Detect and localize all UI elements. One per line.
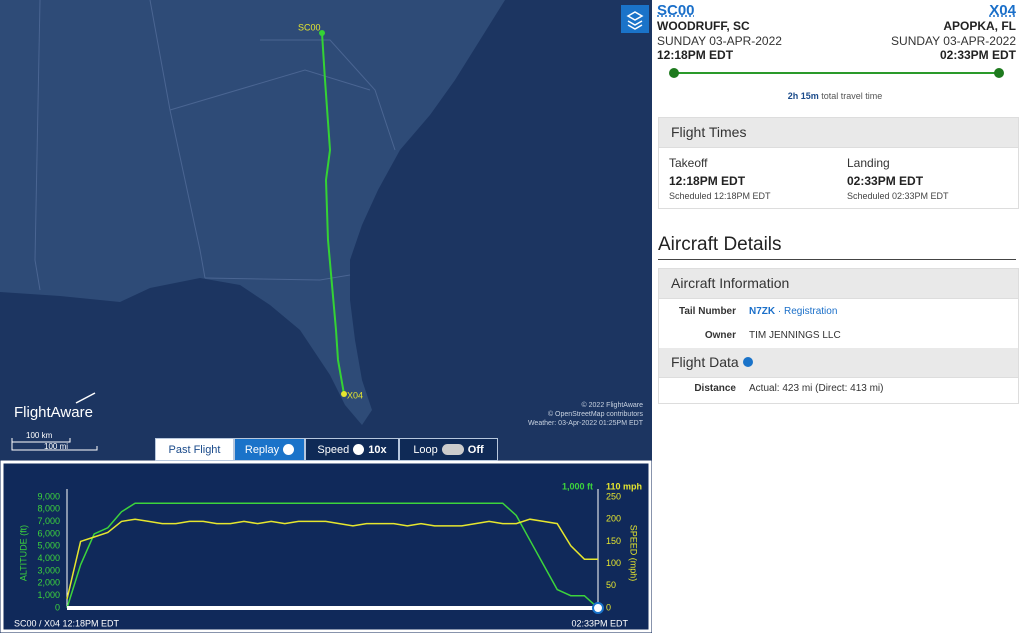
distance-label: Distance xyxy=(694,383,736,394)
takeoff-label: Takeoff xyxy=(669,156,708,170)
origin-city: WOODRUFF, SC xyxy=(657,19,750,33)
gear-icon[interactable] xyxy=(742,357,753,367)
registration-link[interactable]: Registration xyxy=(784,306,838,317)
scale-km: 100 km xyxy=(26,431,53,440)
origin-date: SUNDAY 03-APR-2022 xyxy=(657,34,782,48)
y2-tick-label: 50 xyxy=(606,580,616,590)
label: Speed xyxy=(317,443,350,456)
dest-code[interactable]: X04 xyxy=(989,2,1016,19)
y2-tick-label: 200 xyxy=(606,514,621,524)
timeline-handle xyxy=(592,602,604,614)
y-tick-label: 4,000 xyxy=(37,553,60,563)
y-tick-label: 2,000 xyxy=(37,578,60,588)
y-tick-label: 8,000 xyxy=(37,504,60,514)
label: Replay xyxy=(244,443,280,456)
duration-note: total travel time xyxy=(821,91,883,101)
scale-mi: 100 mi xyxy=(44,442,68,451)
flight-route xyxy=(321,32,345,395)
footer-right: 02:33PM EDT xyxy=(571,618,628,628)
map-and-chart: SC00 X04 FlightAware 100 km 100 mi © 202… xyxy=(0,0,652,633)
altitude-readout: 1,000 ft xyxy=(562,481,593,491)
origin-time: 12:18PM EDT xyxy=(657,48,734,62)
chart-panel xyxy=(0,460,652,633)
land xyxy=(0,0,505,425)
value: 10x xyxy=(368,443,387,456)
label: Loop xyxy=(413,443,438,456)
chart-border xyxy=(0,460,652,633)
dest-time: 02:33PM EDT xyxy=(939,48,1016,62)
y-tick-label: 3,000 xyxy=(37,565,60,575)
owner-value: TIM JENNINGS LLC xyxy=(749,330,841,341)
y-tick-label: 6,000 xyxy=(37,528,60,538)
y2-tick-label: 0 xyxy=(606,602,611,612)
y-tick-label: 7,000 xyxy=(37,516,60,526)
takeoff-scheduled: Scheduled 12:18PM EDT xyxy=(669,191,771,201)
rule xyxy=(658,259,1016,260)
distance-value: Actual: 423 mi (Direct: 413 mi) xyxy=(749,383,884,394)
y2-axis-title: SPEED (mph) xyxy=(629,525,639,582)
y2-tick-label: 250 xyxy=(606,491,621,501)
logo: FlightAware xyxy=(14,404,93,421)
attribution: Weather: 03-Apr-2022 01:25PM EDT xyxy=(528,420,644,427)
landing-time: 02:33PM EDT xyxy=(847,174,924,188)
altitude-line xyxy=(66,502,599,609)
dest-city: APOPKA, FL xyxy=(943,19,1016,33)
replay-button[interactable]: Replay xyxy=(234,438,305,461)
attribution: © OpenStreetMap contributors xyxy=(548,410,644,418)
scale-bar xyxy=(11,438,98,451)
icon xyxy=(353,444,365,455)
duration-value: 2h 15m xyxy=(787,91,819,101)
box-title: Flight Data xyxy=(659,348,1018,378)
progress-start xyxy=(669,68,679,78)
section-title: Aircraft Details xyxy=(658,234,782,255)
attribution: © 2022 FlightAware xyxy=(582,401,644,409)
y2-tick-label: 150 xyxy=(606,536,621,546)
origin-marker xyxy=(319,30,325,36)
progress-end xyxy=(994,68,1004,78)
origin-code[interactable]: SC00 xyxy=(657,2,695,19)
progress-line xyxy=(674,72,998,74)
origin-label: SC00 xyxy=(298,22,321,32)
borders xyxy=(34,0,396,291)
landing-scheduled: Scheduled 02:33PM EDT xyxy=(847,191,949,201)
loop-toggle[interactable]: Loop Off xyxy=(399,438,498,461)
y-axis-title: ALTITUDE (ft) xyxy=(18,525,28,581)
speed-button[interactable]: Speed 10x xyxy=(305,438,399,461)
box-title: Flight Times xyxy=(659,118,1018,148)
y2-tick-label: 100 xyxy=(606,558,621,568)
flight-times-box: Flight Times Takeoff 12:18PM EDT Schedul… xyxy=(658,117,1019,209)
landing-label: Landing xyxy=(847,156,890,170)
tail-number[interactable]: N7ZK xyxy=(749,306,776,317)
takeoff-time: 12:18PM EDT xyxy=(669,174,746,188)
data-title: Flight Data xyxy=(671,354,739,370)
logo-plane xyxy=(75,392,96,404)
icon xyxy=(283,444,295,455)
tail-label: Tail Number xyxy=(678,306,736,317)
duration: 2h 15m total travel time xyxy=(655,91,1015,101)
y-tick-label: 0 xyxy=(55,602,60,612)
y-tick-label: 1,000 xyxy=(37,590,60,600)
aircraft-box: Aircraft Information Tail Number N7ZK · … xyxy=(658,268,1019,404)
dest-date: SUNDAY 03-APR-2022 xyxy=(891,34,1016,48)
label: Past Flight xyxy=(168,443,221,456)
y-tick-label: 5,000 xyxy=(37,541,60,551)
owner-label: Owner xyxy=(704,330,736,341)
speed-line xyxy=(66,518,598,600)
tail-value[interactable]: N7ZK · Registration xyxy=(749,306,838,317)
box-title: Aircraft Information xyxy=(659,269,1018,299)
speed-readout: 110 mph xyxy=(606,481,642,491)
y-tick-label: 9,000 xyxy=(37,491,60,501)
footer-left: SC00 / X04 12:18PM EDT xyxy=(14,618,120,628)
past-flight-tab[interactable]: Past Flight xyxy=(155,438,234,461)
layers-icon xyxy=(626,11,644,30)
dest-marker xyxy=(341,391,347,397)
profile-chart: 0 1,000 2,000 3,000 4,000 5,000 6,000 7,000 8,00… xyxy=(14,481,642,628)
dest-label: X04 xyxy=(347,390,363,400)
switch xyxy=(441,444,464,455)
value: Off xyxy=(467,443,484,456)
